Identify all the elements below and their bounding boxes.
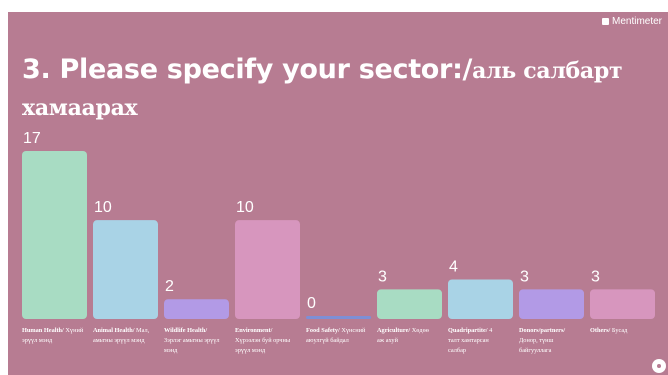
mentimeter-logo-icon [601, 18, 609, 25]
bar-value-label: 3 [378, 268, 387, 285]
question-title-en: 3. Please specify your sector:/ [22, 54, 473, 85]
bar-value-label: 3 [520, 268, 529, 285]
user-icon[interactable] [652, 359, 666, 373]
category-label: Quadripartite/ 4 талт хамтарсан салбар [448, 327, 493, 354]
bar-7 [448, 279, 513, 319]
bar-1 [22, 151, 87, 319]
bar-chart: 17 Human Health/ Хүний эрүүл мэнд 10 Animal … [22, 130, 655, 354]
bar-8 [519, 289, 584, 319]
category-label: Animal Health/ Мал, амьтны эрүүл мэнд [93, 327, 150, 344]
bar-value-label: 10 [236, 199, 254, 216]
bar-5 [306, 316, 371, 319]
category-label: Human Health/ Хүний эрүүл мэнд [22, 327, 84, 344]
bar-value-label: 17 [23, 130, 41, 147]
bar-value-label: 4 [449, 258, 458, 275]
bar-3 [164, 299, 229, 319]
category-label: Donors/partners/Донор, түнш байгууллага [519, 327, 565, 354]
bar-6 [377, 289, 442, 319]
bar-value-label: 0 [307, 295, 316, 312]
bar-9 [590, 289, 655, 319]
category-label: Food Safety/ Хүнсний аюулгүй байдал [306, 327, 366, 344]
brand-name: Mentimeter [611, 16, 662, 27]
bar-value-label: 2 [165, 278, 174, 295]
category-label: Others/ Бусад [590, 327, 628, 334]
question-title: 3. Please specify your sector:/аль салба… [22, 52, 642, 126]
question-title-mn: аль салбарт хамаарах [22, 58, 623, 121]
bar-4 [235, 220, 300, 319]
category-label: Wildlife Health/Зэрлэг амьтны эрүүл мэнд [164, 327, 220, 354]
category-label: Agriculture/ Хөдөө аж ахуй [377, 327, 429, 344]
bar-value-label: 3 [591, 268, 600, 285]
bar-value-label: 10 [94, 199, 112, 216]
brand-logo: Mentimeter [601, 16, 662, 27]
category-label: Environment/Хүрээлэн буй орчны эрүүл мэнд [235, 327, 291, 354]
bar-2 [93, 220, 158, 319]
slide: Mentimeter 3. Please specify your sector… [8, 12, 668, 375]
